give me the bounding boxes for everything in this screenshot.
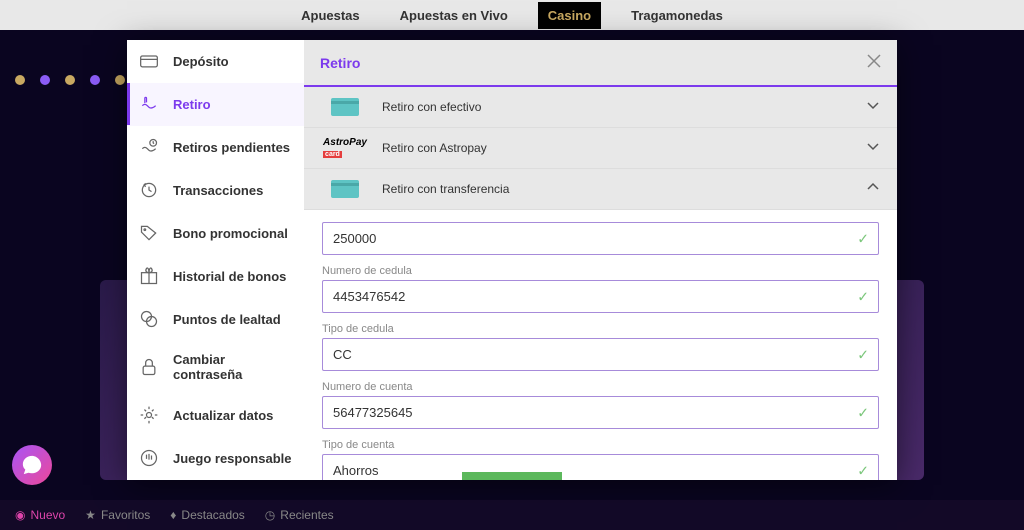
check-icon: ✓: [857, 288, 869, 305]
top-nav: Apuestas Apuestas en Vivo Casino Tragamo…: [0, 0, 1024, 30]
close-icon: [867, 54, 881, 68]
close-button[interactable]: [867, 52, 881, 73]
hand-stop-icon: [139, 448, 159, 468]
accordion-header[interactable]: Retiro con efectivo: [304, 87, 897, 127]
check-icon: ✓: [857, 346, 869, 363]
bottom-bar: ◉Nuevo ★Favoritos ♦Destacados ◷Recientes: [0, 500, 1024, 530]
sidebar-item-label: Depósito: [173, 54, 229, 69]
accordion-header[interactable]: AstroPaycard Retiro con Astropay: [304, 128, 897, 168]
sidebar-item-retiro[interactable]: Retiro: [127, 83, 304, 126]
hand-clock-icon: [139, 137, 159, 157]
sidebar-item-retiros-pendientes[interactable]: Retiros pendientes: [127, 126, 304, 169]
tipo-cedula-label: Tipo de cedula: [322, 323, 879, 335]
method-label: Retiro con transferencia: [382, 182, 865, 196]
card-icon: [139, 51, 159, 71]
tipo-cedula-select[interactable]: [322, 338, 879, 371]
sidebar-item-label: Actualizar datos: [173, 408, 273, 423]
sidebar-item-label: Puntos de lealtad: [173, 312, 281, 327]
modal-body: Retiro con efectivo AstroPaycard Retiro co…: [304, 87, 897, 480]
sidebar-item-cambiar-contraseña[interactable]: Cambiar contraseña: [127, 341, 304, 394]
cuenta-label: Numero de cuenta: [322, 381, 879, 393]
new-icon: ◉: [15, 508, 25, 522]
sidebar-item-bono-promocional[interactable]: Bono promocional: [127, 212, 304, 255]
chat-icon: [21, 454, 43, 476]
card-icon: [331, 98, 359, 116]
accordion-0: Retiro con efectivo: [304, 87, 897, 128]
filter-destacados[interactable]: ♦Destacados: [170, 508, 245, 522]
nav-apuestas[interactable]: Apuestas: [291, 2, 370, 29]
filter-favoritos[interactable]: ★Favoritos: [85, 508, 150, 522]
check-icon: ✓: [857, 404, 869, 421]
cedula-input[interactable]: [322, 280, 879, 313]
filter-recientes[interactable]: ◷Recientes: [265, 508, 334, 522]
astropay-logo: AstroPaycard: [323, 137, 367, 159]
accordion-header[interactable]: Retiro con transferencia: [304, 169, 897, 209]
check-icon: ✓: [857, 230, 869, 247]
cycle-icon: [139, 180, 159, 200]
sidebar-item-label: Historial de bonos: [173, 269, 286, 284]
modal-header: Retiro: [304, 40, 897, 87]
sidebar-item-juego-responsable[interactable]: Juego responsable: [127, 437, 304, 480]
nav-apuestas-vivo[interactable]: Apuestas en Vivo: [390, 2, 518, 29]
sidebar-item-label: Retiro: [173, 97, 211, 112]
check-icon: ✓: [857, 462, 869, 479]
sidebar-item-label: Juego responsable: [173, 451, 291, 466]
accordion-2: Retiro con transferencia: [304, 169, 897, 210]
sidebar-item-historial-de-bonos[interactable]: Historial de bonos: [127, 255, 304, 298]
modal-sidebar: Depósito Retiro Retiros pendientes Transacc…: [127, 40, 304, 480]
fire-icon: ♦: [170, 508, 176, 522]
hand-icon: [139, 94, 159, 114]
gear-icon: [139, 405, 159, 425]
amount-input[interactable]: [322, 222, 879, 255]
sidebar-item-transacciones[interactable]: Transacciones: [127, 169, 304, 212]
chevron-icon: [865, 179, 881, 200]
nav-tragamonedas[interactable]: Tragamonedas: [621, 2, 733, 29]
chevron-icon: [865, 97, 881, 118]
sidebar-item-label: Cambiar contraseña: [173, 352, 292, 382]
chevron-icon: [865, 138, 881, 159]
lock-icon: [139, 357, 159, 377]
cashier-modal: Depósito Retiro Retiros pendientes Transacc…: [127, 40, 897, 480]
sidebar-item-actualizar-datos[interactable]: Actualizar datos: [127, 394, 304, 437]
filter-nuevo[interactable]: ◉Nuevo: [15, 508, 65, 522]
chat-button[interactable]: [12, 445, 52, 485]
cedula-label: Numero de cedula: [322, 265, 879, 277]
sidebar-item-label: Bono promocional: [173, 226, 288, 241]
tipo-cuenta-select[interactable]: [322, 454, 879, 480]
nav-casino[interactable]: Casino: [538, 2, 601, 29]
card-icon: [331, 180, 359, 198]
star-icon: ★: [85, 508, 96, 522]
tipo-cuenta-label: Tipo de cuenta: [322, 439, 879, 451]
submit-button[interactable]: [462, 472, 562, 480]
method-label: Retiro con efectivo: [382, 100, 865, 114]
tag-icon: [139, 223, 159, 243]
coins-icon: [139, 309, 159, 329]
gift-icon: [139, 266, 159, 286]
sidebar-item-label: Transacciones: [173, 183, 263, 198]
method-label: Retiro con Astropay: [382, 141, 865, 155]
clock-icon: ◷: [265, 508, 275, 522]
sidebar-item-label: Retiros pendientes: [173, 140, 290, 155]
modal-main: Retiro Retiro con efectivoAstroPaycardRe…: [304, 40, 897, 480]
sidebar-item-depósito[interactable]: Depósito: [127, 40, 304, 83]
modal-title: Retiro: [320, 55, 360, 71]
sidebar-item-puntos-de-lealtad[interactable]: Puntos de lealtad: [127, 298, 304, 341]
accordion-1: AstroPaycard Retiro con Astropay: [304, 128, 897, 169]
transfer-form: ✓ Numero de cedula ✓ Tipo de cedula ✓: [304, 210, 897, 480]
cuenta-input[interactable]: [322, 396, 879, 429]
